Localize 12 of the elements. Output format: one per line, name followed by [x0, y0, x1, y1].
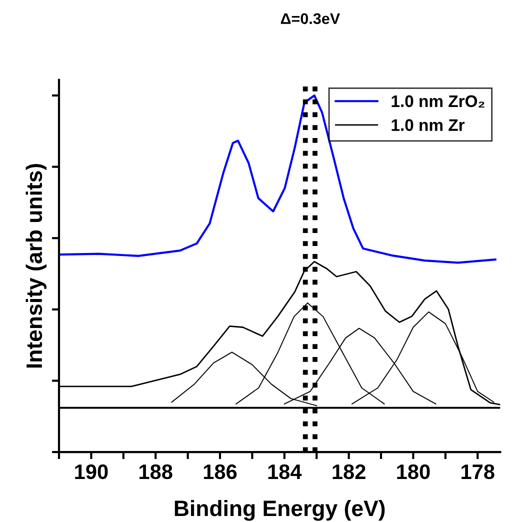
legend-label: 1.0 nm ZrO₂ [392, 95, 484, 108]
x-tick-label: 182 [332, 464, 366, 480]
x-tick-label: 178 [462, 464, 494, 480]
x-tick-label: 180 [397, 464, 430, 480]
y-axis-title: Intensity (arb units) [26, 164, 46, 368]
x-axis-title: Binding Energy (eV) [174, 500, 385, 521]
x-tick-label: 190 [75, 464, 108, 480]
x-tick-label: 184 [268, 464, 302, 480]
x-tick-label: 188 [140, 464, 172, 480]
legend-label: 1.0 nm Zr [392, 119, 465, 131]
text: Δ=0.3eV [280, 13, 340, 24]
x-tick-label: 186 [204, 464, 237, 480]
